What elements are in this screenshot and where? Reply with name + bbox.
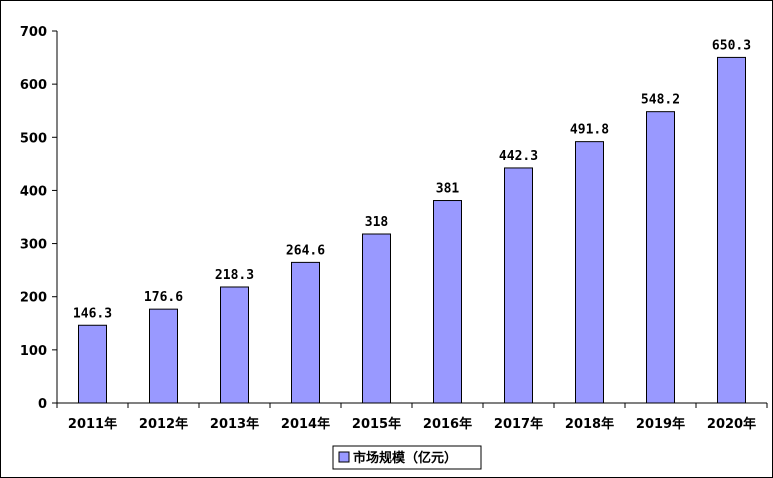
bar: [291, 261, 320, 404]
y-tick-label: 300: [20, 238, 47, 253]
y-tick-label: 100: [20, 344, 47, 359]
legend-box: [332, 445, 482, 470]
data-label: 548.2: [641, 93, 680, 108]
x-tick-label: 2016年: [423, 416, 472, 432]
x-tick-label: 2020年: [707, 416, 756, 432]
bar: [149, 308, 178, 404]
bar: [717, 56, 746, 404]
data-label: 442.3: [499, 149, 538, 164]
bar: [220, 286, 249, 404]
x-tick-label: 2019年: [636, 416, 685, 432]
bar: [504, 167, 533, 404]
bars-group: [78, 56, 746, 404]
bar: [362, 233, 391, 404]
legend: 市场规模（亿元）: [332, 445, 482, 470]
y-tick-label: 500: [20, 131, 47, 146]
data-label: 264.6: [286, 243, 325, 258]
y-tick-label: 0: [38, 397, 47, 412]
data-label: 318: [365, 215, 389, 230]
data-label: 650.3: [712, 38, 751, 53]
x-axis: 2011年 2012年 2013年 2014年 2015年 2016年 2017年 2018年…: [56, 402, 768, 432]
data-labels-group: 146.3 176.6 218.3 264.6 318 381 442.3 491.8 548.…: [73, 38, 751, 321]
data-label: 491.8: [570, 123, 609, 138]
y-tick-label: 600: [20, 78, 47, 93]
data-label: 176.6: [144, 290, 183, 305]
y-tick-label: 700: [20, 25, 47, 40]
x-tick-label: 2013年: [210, 416, 259, 432]
y-axis: 0 100 200 300 400 500 600 700: [20, 25, 58, 412]
data-label: 381: [436, 182, 460, 197]
bar: [433, 200, 462, 404]
bar: [575, 141, 604, 404]
bar: [646, 111, 675, 404]
x-tick-label: 2012年: [139, 416, 188, 432]
x-tick-label: 2015年: [352, 416, 401, 432]
y-tick-label: 400: [20, 184, 47, 199]
x-tick-label: 2017年: [494, 416, 543, 432]
y-tick-label: 200: [20, 291, 47, 306]
legend-label: 市场规模（亿元）: [353, 450, 457, 466]
legend-swatch: [338, 451, 350, 463]
data-label: 218.3: [215, 268, 254, 283]
x-tick-label: 2014年: [281, 416, 330, 432]
x-tick-label: 2018年: [565, 416, 614, 432]
x-tick-label: 2011年: [68, 416, 117, 432]
bar: [78, 324, 107, 404]
data-label: 146.3: [73, 306, 112, 321]
